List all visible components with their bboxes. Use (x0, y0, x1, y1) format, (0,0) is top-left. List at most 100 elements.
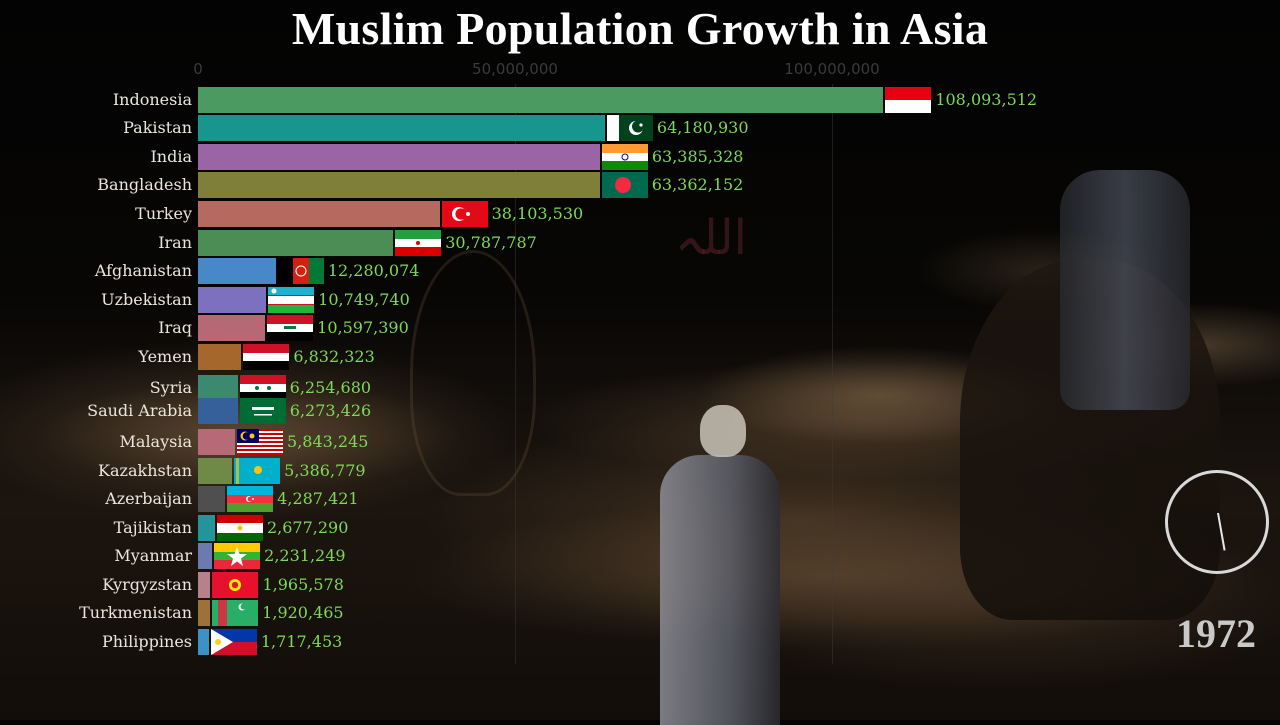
value-label: 1,920,465 (262, 603, 344, 622)
chart-row: Saudi Arabia 6,273,426 (0, 398, 1280, 424)
bar (198, 600, 211, 626)
bar (198, 458, 233, 484)
country-label: Iraq (158, 318, 192, 337)
bangladesh-flag-icon (601, 172, 648, 198)
chart-row: Pakistan 64,180,930 (0, 115, 1280, 141)
bar (198, 258, 276, 284)
value-label: 1,965,578 (262, 575, 344, 594)
myanmar-flag-icon (214, 543, 261, 569)
country-label: Turkmenistan (79, 603, 192, 622)
chart-row: Azerbaijan 4,287,421 (0, 486, 1280, 512)
country-label: Afghanistan (94, 261, 192, 280)
chart-row: Kazakhstan 5,386,779 (0, 458, 1280, 484)
country-label: Kazakhstan (98, 461, 192, 480)
value-label: 12,280,074 (327, 261, 420, 280)
bar (198, 230, 394, 256)
country-label: Saudi Arabia (87, 401, 192, 420)
bar (198, 172, 600, 198)
chart-row: Indonesia 108,093,512 (0, 87, 1280, 113)
chart-row: Malaysia 5,843,245 (0, 429, 1280, 455)
yemen-flag-icon (243, 344, 290, 370)
country-label: Indonesia (112, 90, 192, 109)
clock-hand (1217, 512, 1226, 551)
value-label: 6,832,323 (293, 347, 375, 366)
gridline (515, 84, 516, 664)
country-label: Turkey (135, 204, 192, 223)
philippines-flag-icon (210, 629, 257, 655)
country-label: Myanmar (114, 546, 192, 565)
indonesia-flag-icon (885, 87, 932, 113)
chart-row: Iraq 10,597,390 (0, 315, 1280, 341)
value-label: 10,749,740 (318, 290, 410, 309)
chart-row: Iran 30,787,787 (0, 230, 1280, 256)
kazakhstan-flag-icon (234, 458, 281, 484)
chart-title: Muslim Population Growth in Asia (291, 3, 989, 54)
country-label: India (150, 147, 192, 166)
country-label: Malaysia (119, 432, 192, 451)
syria-flag-icon (239, 375, 286, 401)
value-label: 5,386,779 (284, 461, 366, 480)
country-label: Iran (158, 233, 192, 252)
chart-row: Myanmar 2,231,249 (0, 543, 1280, 569)
value-label: 2,677,290 (266, 518, 349, 537)
country-label: Tajikistan (113, 518, 192, 537)
robed-man-figure (660, 455, 780, 725)
country-label: Pakistan (123, 118, 192, 137)
bar (198, 486, 226, 512)
pakistan-flag-icon (606, 115, 653, 141)
bar (198, 315, 266, 341)
axis-tick-label: 50,000,000 (472, 60, 558, 78)
gridline (832, 84, 833, 664)
calligraphy-decoration (410, 250, 536, 496)
azerbaijan-flag-icon (227, 486, 274, 512)
value-label: 1,717,453 (260, 632, 343, 651)
bar (198, 201, 440, 227)
bar (198, 572, 211, 598)
bar (198, 629, 209, 655)
bar (198, 87, 884, 113)
bar (198, 515, 215, 541)
bar (198, 144, 600, 170)
camel-rider-figure (1060, 170, 1190, 410)
bar (198, 115, 605, 141)
bar (198, 429, 236, 455)
axis-tick-label: 100,000,000 (784, 60, 880, 78)
country-label: Azerbaijan (105, 489, 192, 508)
chart-row: Turkey 38,103,530 (0, 201, 1280, 227)
value-label: 63,385,328 (651, 147, 744, 166)
country-label: Syria (149, 378, 192, 397)
arabic-calligraphy-decoration: اللہ (675, 210, 747, 266)
bar (198, 398, 238, 424)
chart-row: Uzbekistan 10,749,740 (0, 287, 1280, 313)
chart-row: Yemen 6,832,323 (0, 344, 1280, 370)
chart-row: India 63,385,328 (0, 144, 1280, 170)
value-label: 64,180,930 (656, 118, 749, 137)
value-label: 10,597,390 (317, 318, 409, 337)
chart-row: Tajikistan 2,677,290 (0, 515, 1280, 541)
iran-flag-icon (395, 230, 442, 256)
chart-row: Bangladesh 63,362,152 (0, 172, 1280, 198)
value-label: 6,273,426 (289, 401, 372, 420)
iraq-flag-icon (267, 315, 314, 341)
value-label: 108,093,512 (935, 90, 1038, 109)
value-label: 6,254,680 (289, 378, 372, 397)
chart-row: Syria 6,254,680 (0, 375, 1280, 401)
turkmenistan-flag-icon (212, 600, 259, 626)
axis-tick-label: 0 (193, 60, 203, 78)
kyrgyzstan-flag-icon (212, 572, 259, 598)
chart-row: Afghanistan 12,280,074 (0, 258, 1280, 284)
turban-head (700, 405, 746, 457)
afghanistan-flag-icon (277, 258, 324, 284)
india-flag-icon (601, 144, 648, 170)
value-label: 4,287,421 (277, 489, 359, 508)
chart-row: Turkmenistan 1,920,465 (0, 600, 1280, 626)
saudi-arabia-flag-icon (239, 398, 286, 424)
value-label: 63,362,152 (651, 175, 744, 194)
turkey-flag-icon (441, 201, 488, 227)
chart-row: Kyrgyzstan 1,965,578 (0, 572, 1280, 598)
year-label: 1972 (1176, 611, 1256, 656)
clock-timer-icon (1165, 470, 1269, 574)
tajikistan-flag-icon (216, 515, 263, 541)
bar (198, 543, 213, 569)
uzbekistan-flag-icon (268, 287, 315, 313)
